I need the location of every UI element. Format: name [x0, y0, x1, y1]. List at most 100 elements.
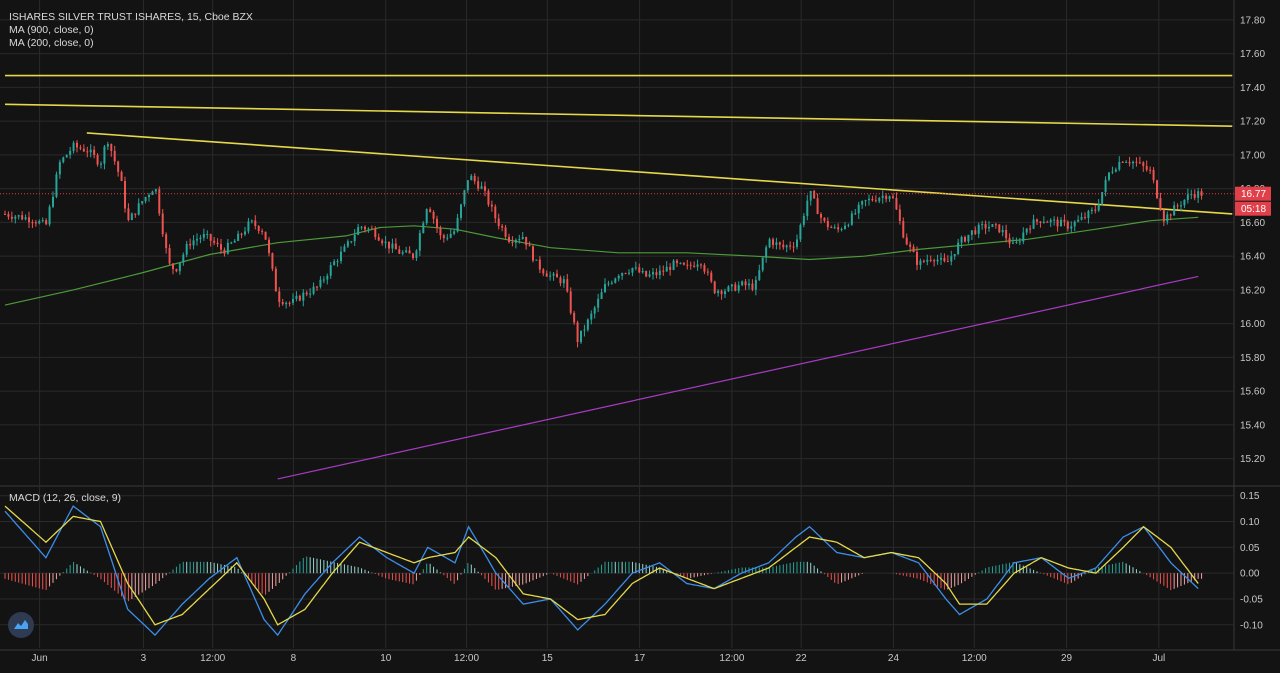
price-tick-label: 17.20 — [1240, 117, 1265, 128]
symbol-title[interactable]: ISHARES SILVER TRUST ISHARES, 15, Cboe B… — [9, 11, 253, 23]
price-tick-label: 16.20 — [1240, 285, 1265, 296]
candle-body — [854, 213, 857, 215]
candle-body — [1080, 217, 1083, 220]
candle-body — [103, 146, 106, 164]
price-legend: ISHARES SILVER TRUST ISHARES, 15, Cboe B… — [9, 11, 253, 50]
candle-body — [830, 227, 833, 229]
candle-body — [772, 239, 774, 246]
candle-body — [1042, 221, 1045, 223]
candle-body — [185, 243, 188, 255]
candle-body — [916, 251, 918, 265]
candle-body — [257, 226, 260, 232]
candle-body — [922, 260, 925, 262]
candle-body — [268, 239, 270, 254]
candle-body — [24, 217, 27, 220]
candle-body — [199, 237, 202, 240]
candle-body — [840, 228, 843, 230]
candle-body — [21, 215, 24, 220]
ma900-legend[interactable]: MA (900, close, 0) — [9, 24, 94, 36]
candle-body — [614, 278, 617, 283]
candle-body — [905, 237, 908, 245]
candle-body — [298, 295, 301, 301]
candle-body — [590, 313, 593, 320]
candle-body — [652, 272, 654, 275]
candle-body — [412, 253, 414, 259]
candle-body — [1070, 226, 1073, 229]
candle-body — [556, 273, 558, 278]
candle-body — [778, 242, 781, 245]
candle-body — [514, 239, 517, 243]
candle-body — [1135, 161, 1138, 163]
candle-body — [878, 197, 881, 202]
candle-body — [38, 221, 41, 224]
candle-body — [861, 201, 864, 205]
candle-body — [226, 242, 229, 254]
candle-body — [1111, 171, 1114, 173]
time-tick-label: 24 — [888, 653, 900, 664]
candle-body — [775, 242, 778, 246]
candle-body — [1128, 161, 1131, 164]
candle-body — [48, 206, 51, 225]
candle-body — [151, 191, 154, 195]
candle-body — [943, 257, 946, 262]
candle-body — [10, 216, 13, 219]
tradingview-logo-icon[interactable] — [8, 612, 34, 638]
candle-body — [751, 283, 754, 290]
candle-body — [895, 197, 898, 210]
candle-body — [497, 218, 500, 226]
candle-body — [737, 285, 740, 291]
candle-body — [45, 220, 48, 225]
candle-body — [754, 279, 757, 290]
candle-body — [274, 268, 277, 292]
candle-body — [192, 240, 195, 246]
candle-body — [470, 175, 473, 181]
macd-title[interactable]: MACD (12, 26, close, 9) — [9, 492, 122, 504]
candle-body — [888, 196, 891, 200]
candle-body — [93, 149, 96, 155]
candle-body — [946, 261, 949, 263]
candle-body — [278, 291, 281, 303]
candle-body — [319, 279, 322, 287]
ma200-legend[interactable]: MA (200, close, 0) — [9, 37, 94, 49]
candle-body — [1162, 210, 1165, 222]
candle-body — [141, 201, 144, 204]
candle-body — [600, 292, 603, 299]
candle-body — [597, 298, 600, 308]
candle-body — [360, 226, 363, 228]
candle-body — [552, 273, 555, 276]
candle-body — [682, 262, 685, 265]
candle-body — [634, 267, 637, 269]
candle-body — [967, 234, 970, 242]
candle-body — [816, 198, 819, 214]
candle-body — [89, 149, 92, 153]
candle-body — [401, 252, 404, 254]
candle-body — [1049, 219, 1052, 223]
candle-body — [72, 142, 75, 151]
candle-body — [974, 230, 977, 234]
candle-body — [789, 245, 792, 247]
candle-body — [1032, 219, 1035, 229]
candle-body — [604, 284, 606, 293]
candle-body — [374, 228, 377, 238]
price-tick-label: 15.80 — [1240, 353, 1265, 364]
candle-body — [1046, 221, 1049, 223]
candle-body — [689, 264, 692, 266]
candle-body — [137, 203, 140, 215]
candle-body — [645, 270, 648, 277]
candle-body — [1012, 242, 1014, 244]
candle-body — [408, 250, 411, 254]
candle-body — [490, 204, 493, 207]
candle-body — [1084, 217, 1086, 219]
candle-body — [86, 151, 89, 153]
candle-body — [240, 233, 243, 235]
candle-body — [130, 213, 133, 221]
candle-body — [912, 246, 915, 252]
candle-body — [144, 197, 147, 202]
candle-body — [1193, 193, 1196, 198]
candle-body — [165, 234, 168, 249]
candle-body — [487, 190, 490, 205]
candle-body — [113, 150, 116, 162]
candle-body — [741, 281, 744, 286]
